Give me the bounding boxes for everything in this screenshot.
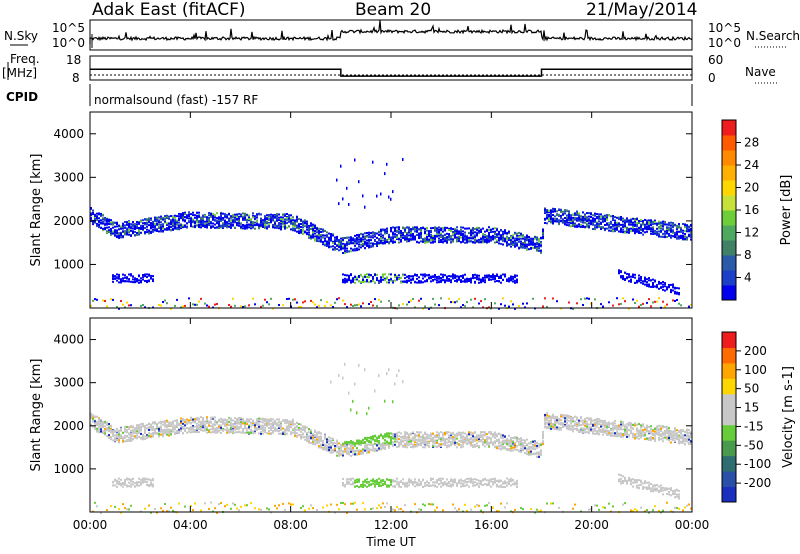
power-colorbar-tick-label: 16 <box>744 203 759 217</box>
velocity-colorbar-tick-label: -15 <box>744 419 764 433</box>
power-colorbar <box>721 119 741 301</box>
power-colorbar-swatch <box>722 150 736 166</box>
nsky-series-line <box>89 20 693 44</box>
nsearch-bottom-tick: 10^0 <box>708 36 741 50</box>
x-tick-label: 12:00 <box>374 518 409 532</box>
velocity-colorbar-tick-label: 200 <box>744 344 767 358</box>
power-colorbar-swatch <box>722 225 736 241</box>
power-colorbar-swatch <box>722 195 736 211</box>
velocity-colorbar-swatch <box>722 486 736 503</box>
power-colorbar-swatch <box>722 285 736 301</box>
velocity-ytick-label: 2000 <box>53 419 84 433</box>
power-colorbar-label: Power [dB] <box>779 175 794 246</box>
power-colorbar-swatch <box>722 180 736 196</box>
power-colorbar-swatch <box>722 210 736 226</box>
velocity-colorbar-label: Velocity [m s-1] <box>781 366 796 468</box>
velocity-colorbar-swatch <box>722 347 736 364</box>
velocity-colorbar-swatch <box>722 440 736 457</box>
nsky-top-tick: 10^5 <box>52 21 85 35</box>
power-colorbar-tick-label: 20 <box>744 181 759 195</box>
power-colorbar-tick-label: 28 <box>744 136 759 150</box>
velocity-colorbar-tick-label: -200 <box>744 476 771 490</box>
velocity-colorbar-swatch <box>722 424 736 441</box>
nave-bottom-tick: 0 <box>708 71 716 85</box>
velocity-colorbar-swatch <box>722 332 736 348</box>
power-colorbar-swatch <box>722 165 736 181</box>
x-tick-label: 20:00 <box>574 518 609 532</box>
power-ytick-label: 2000 <box>53 214 84 228</box>
nsearch-top-tick: 10^5 <box>708 21 741 35</box>
power-ytick-label: 3000 <box>53 170 84 184</box>
velocity-colorbar-frame <box>721 331 737 503</box>
velocity-colorbar-tick-label: -50 <box>744 438 764 452</box>
power-ytick-label: 4000 <box>53 127 84 141</box>
x-tick-label: 08:00 <box>273 518 308 532</box>
station-title: Adak East (fitACF) <box>92 0 246 20</box>
power-colorbar-swatch <box>722 120 736 136</box>
power-colorbar-tick-label: 4 <box>744 271 752 285</box>
freq-label: Freq. <box>10 52 40 66</box>
nsky-label: N.Sky <box>4 29 39 43</box>
x-tick-label: 00:00 <box>73 518 108 532</box>
velocity-colorbar-tick-label: 15 <box>744 401 759 415</box>
cpid-label: CPID <box>6 90 39 104</box>
beam-title: Beam 20 <box>355 0 432 20</box>
velocity-colorbar-tick-label: -100 <box>744 457 771 471</box>
velocity-ytick-label: 3000 <box>53 376 84 390</box>
freq-top-tick: 18 <box>66 53 82 67</box>
nave-top-tick: 60 <box>708 53 724 67</box>
velocity-colorbar-swatch <box>722 362 736 379</box>
nsearch-label: N.Search <box>746 29 800 43</box>
velocity-colorbar-swatch <box>722 378 736 395</box>
power-colorbar-swatch <box>722 135 736 151</box>
velocity-colorbar-tick-label: 100 <box>744 363 767 377</box>
velocity-ytick-label: 1000 <box>53 462 84 476</box>
velocity-ylabel: Slant Range [km] <box>29 359 44 472</box>
power-colorbar-tick-label: 24 <box>744 158 759 172</box>
nave-label: Nave <box>745 65 776 79</box>
velocity-colorbar-swatch <box>722 471 736 488</box>
power-colorbar-swatch <box>722 270 736 286</box>
x-tick-label: 16:00 <box>474 518 509 532</box>
power-ylabel: Slant Range [km] <box>29 154 44 267</box>
power-ytick-label: 1000 <box>53 257 84 271</box>
velocity-colorbar-swatch <box>722 409 736 426</box>
velocity-ytick-label: 4000 <box>53 333 84 347</box>
velocity-echo-cells <box>90 362 692 514</box>
freq-unit: [MHz] <box>2 66 38 80</box>
nsky-bottom-tick: 10^0 <box>52 36 85 50</box>
power-colorbar-tick-label: 8 <box>744 248 752 262</box>
velocity-colorbar <box>721 331 741 503</box>
cpid-text: normalsound (fast) -157 RF <box>94 93 259 107</box>
power-panel <box>89 111 693 310</box>
velocity-colorbar-swatch <box>722 455 736 472</box>
power-colorbar-swatch <box>722 255 736 271</box>
x-tick-label: 00:00 <box>675 518 710 532</box>
velocity-colorbar-swatch <box>722 393 736 410</box>
freq-strip-frame <box>89 55 693 81</box>
x-axis-label: Time UT <box>365 535 416 549</box>
nsky-strip-frame <box>89 19 693 51</box>
x-tick-label: 04:00 <box>173 518 208 532</box>
power-colorbar-tick-label: 12 <box>744 226 759 240</box>
freq-bottom-tick: 8 <box>72 71 80 85</box>
power-echo-cells <box>90 158 692 310</box>
freq-series-line <box>90 68 692 77</box>
date-title: 21/May/2014 <box>586 0 698 20</box>
velocity-colorbar-tick-label: 50 <box>744 382 759 396</box>
power-colorbar-swatch <box>722 240 736 256</box>
velocity-panel <box>89 317 693 514</box>
